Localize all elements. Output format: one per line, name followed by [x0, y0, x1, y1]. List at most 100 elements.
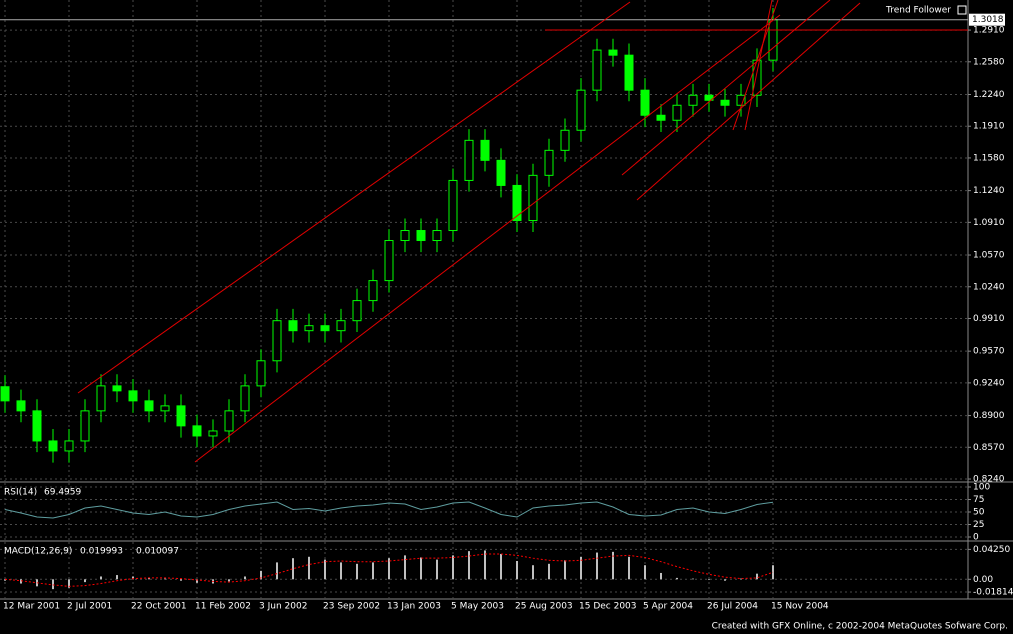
candle-body [592, 49, 602, 91]
candle-body [704, 94, 714, 101]
trend-line [636, 2, 861, 201]
candle-body [80, 410, 90, 442]
macd-bar [244, 576, 246, 580]
y-tick-label: 0.8240 [973, 475, 1005, 485]
x-tick-label: 22 Oct 2001 [131, 602, 187, 612]
close-icon[interactable] [957, 5, 967, 15]
x-tick-label: 2 Jul 2001 [67, 602, 112, 612]
trend-line [77, 1, 631, 394]
candle-body [192, 425, 202, 437]
macd-bar [580, 556, 582, 580]
macd-bar [340, 562, 342, 580]
macd-bar [516, 561, 518, 580]
candle-body [160, 405, 170, 412]
x-tick-label: 12 Mar 2001 [3, 602, 60, 612]
candle-body [0, 386, 10, 402]
macd-bar [596, 552, 598, 580]
macd-bar [532, 565, 534, 580]
candle-body [432, 230, 442, 242]
candle-body [720, 99, 730, 106]
macd-bar [644, 565, 646, 580]
candle-body [368, 280, 378, 302]
candle-body [512, 184, 522, 222]
candle-body [16, 400, 26, 412]
x-tick-label: 15 Nov 2004 [771, 602, 829, 612]
candle-body [64, 440, 74, 452]
macd-bar [372, 562, 374, 580]
candle-body [240, 385, 250, 412]
macd-bar [132, 576, 134, 580]
candle-body [624, 54, 634, 91]
macd-bar [548, 563, 550, 580]
macd-bar [500, 553, 502, 580]
x-tick-label: 25 Aug 2003 [515, 602, 573, 612]
macd-bar [612, 551, 614, 580]
y-tick-label: 1.0910 [973, 218, 1005, 228]
y-tick-label: 1.1240 [973, 186, 1005, 196]
y-tick-label: 50 [973, 508, 985, 518]
macd-bar [692, 578, 694, 580]
macd-bar [196, 579, 198, 583]
macd-bar [756, 573, 758, 580]
candle-body [144, 400, 154, 412]
candle-body [400, 230, 410, 242]
macd-bar [180, 579, 182, 581]
candle-body [496, 159, 506, 186]
macd-bar [308, 556, 310, 580]
y-tick-label: 100 [973, 483, 990, 493]
candle-body [320, 325, 330, 332]
y-tick-label: 1.2580 [973, 57, 1005, 67]
x-tick-label: 13 Jan 2003 [387, 602, 441, 612]
trend-line [621, 0, 831, 176]
macd-bar [356, 563, 358, 580]
candle-body [768, 19, 778, 61]
macd-bar [148, 577, 150, 580]
y-tick-label: 0.8570 [973, 443, 1005, 453]
current-price-label: 1.3018 [972, 15, 1004, 25]
y-tick-label: 0.04250 [973, 545, 1010, 555]
macd-bar [452, 555, 454, 580]
trend-line [194, 14, 781, 463]
rsi-line [4, 501, 774, 519]
candle-body [208, 430, 218, 437]
x-tick-label: 5 May 2003 [451, 602, 504, 612]
candle-body [608, 49, 618, 56]
macd-bar [660, 572, 662, 580]
candle-body [112, 385, 122, 392]
trend-line [732, 0, 779, 131]
macd-bar [484, 550, 486, 580]
candle-body [176, 405, 186, 427]
macd-bar [420, 557, 422, 580]
candle-body [96, 385, 106, 412]
candle-body [352, 300, 362, 322]
rsi-value: 69.4959 [44, 488, 81, 498]
y-tick-label: 75 [973, 495, 984, 505]
macd-signal-line [4, 553, 774, 587]
macd-bar [116, 575, 118, 580]
macd-bar [84, 579, 86, 583]
y-tick-label: 0.9240 [973, 378, 1005, 388]
candle-body [688, 94, 698, 106]
candle-body [304, 325, 314, 332]
x-tick-label: 26 Jul 2004 [707, 602, 758, 612]
macd-bar [100, 576, 102, 580]
y-tick-label: -0.01814 [973, 588, 1013, 598]
trend-lines [77, 0, 968, 463]
macd-value: 0.019993 [80, 547, 123, 557]
chart-title: Trend Follower [885, 6, 951, 16]
macd-bar [468, 551, 470, 580]
macd-bar [708, 579, 710, 580]
y-tick-label: 1.2240 [973, 90, 1005, 100]
footer: Created with GFX Online, c 2002-2004 Met… [712, 622, 1008, 632]
candle-body [560, 129, 570, 151]
macd-bar [404, 555, 406, 580]
candle-body [736, 94, 746, 106]
candle-body [384, 240, 394, 282]
macd-bar [260, 570, 262, 580]
macd-title: MACD(12,26,9) [4, 547, 72, 557]
y-tick-label: 0.9910 [973, 314, 1005, 324]
candle-body [48, 440, 58, 452]
y-tick-label: 1.1910 [973, 122, 1005, 132]
